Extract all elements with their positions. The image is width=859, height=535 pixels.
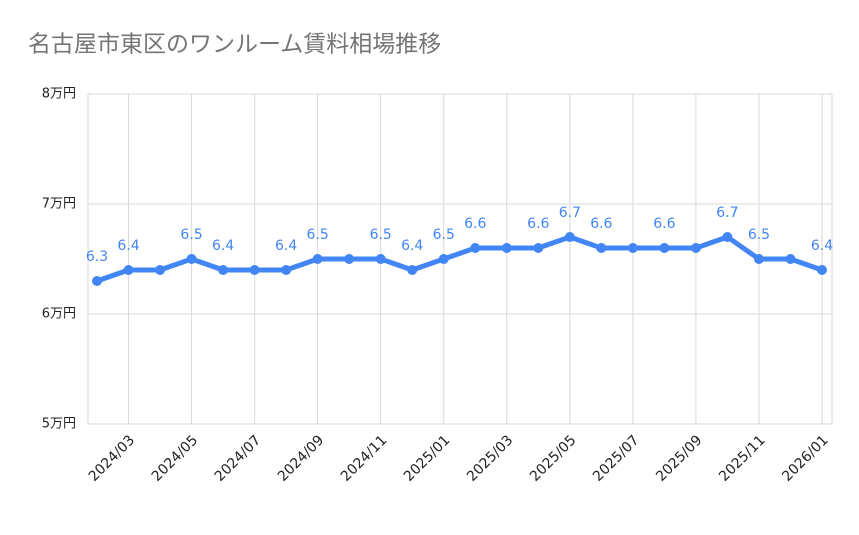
point bbox=[92, 276, 102, 286]
x-tick-label: 2025/07 bbox=[590, 432, 642, 484]
data-label: 6.6 bbox=[653, 216, 675, 232]
x-tick-label: 2025/03 bbox=[464, 432, 516, 484]
data-label: 6.4 bbox=[811, 238, 833, 254]
data-label: 6.5 bbox=[307, 227, 329, 243]
data-label: 6.4 bbox=[401, 238, 423, 254]
x-tick-label: 2024/11 bbox=[338, 432, 390, 484]
y-tick-label: 6万円 bbox=[42, 307, 76, 322]
point bbox=[312, 254, 323, 264]
point bbox=[344, 254, 355, 264]
data-label: 6.5 bbox=[180, 227, 202, 243]
line bbox=[96, 234, 823, 284]
point bbox=[627, 243, 638, 253]
data-label: 6.4 bbox=[275, 238, 297, 254]
point bbox=[817, 265, 827, 275]
point bbox=[155, 265, 166, 275]
y-tick-label: 8万円 bbox=[42, 87, 76, 102]
data-label: 6.5 bbox=[370, 227, 392, 243]
data-label: 6.7 bbox=[559, 205, 581, 221]
point bbox=[722, 232, 733, 242]
point bbox=[501, 243, 512, 253]
x-tick-label: 2025/05 bbox=[527, 432, 579, 484]
data-label: 6.4 bbox=[117, 238, 139, 254]
point bbox=[375, 254, 386, 264]
data-label: 6.6 bbox=[527, 216, 549, 232]
data-label: 6.3 bbox=[86, 249, 108, 265]
y-tick-label: 7万円 bbox=[42, 197, 76, 212]
data-label: 6.4 bbox=[212, 238, 234, 254]
point bbox=[249, 265, 260, 275]
point bbox=[596, 243, 607, 253]
x-tick-label: 2025/11 bbox=[716, 432, 768, 484]
point bbox=[659, 243, 670, 253]
x-tick-label: 2024/07 bbox=[212, 432, 264, 484]
x-tick-label: 2026/01 bbox=[779, 432, 831, 484]
x-tick-label: 2024/09 bbox=[275, 432, 327, 484]
chart-title: 名古屋市東区のワンルーム賃料相場推移 bbox=[28, 32, 441, 58]
point bbox=[218, 265, 229, 275]
point bbox=[533, 243, 544, 253]
point bbox=[564, 232, 575, 242]
data-label: 6.5 bbox=[748, 227, 770, 243]
point bbox=[690, 243, 701, 253]
data-label: 6.6 bbox=[464, 216, 486, 232]
data-label: 6.5 bbox=[433, 227, 455, 243]
data-label: 6.7 bbox=[716, 205, 738, 221]
point bbox=[438, 254, 449, 264]
point bbox=[785, 254, 796, 264]
x-tick-label: 2024/03 bbox=[86, 432, 138, 484]
point bbox=[281, 265, 292, 275]
x-tick-label: 2024/05 bbox=[149, 432, 201, 484]
point bbox=[186, 254, 197, 264]
point bbox=[123, 265, 134, 275]
y-tick-label: 5万円 bbox=[42, 417, 76, 432]
x-tick-label: 2025/09 bbox=[653, 432, 705, 484]
point bbox=[407, 265, 418, 275]
x-tick-label: 2025/01 bbox=[401, 432, 453, 484]
point bbox=[470, 243, 481, 253]
data-label: 6.6 bbox=[590, 216, 612, 232]
point bbox=[753, 254, 764, 264]
